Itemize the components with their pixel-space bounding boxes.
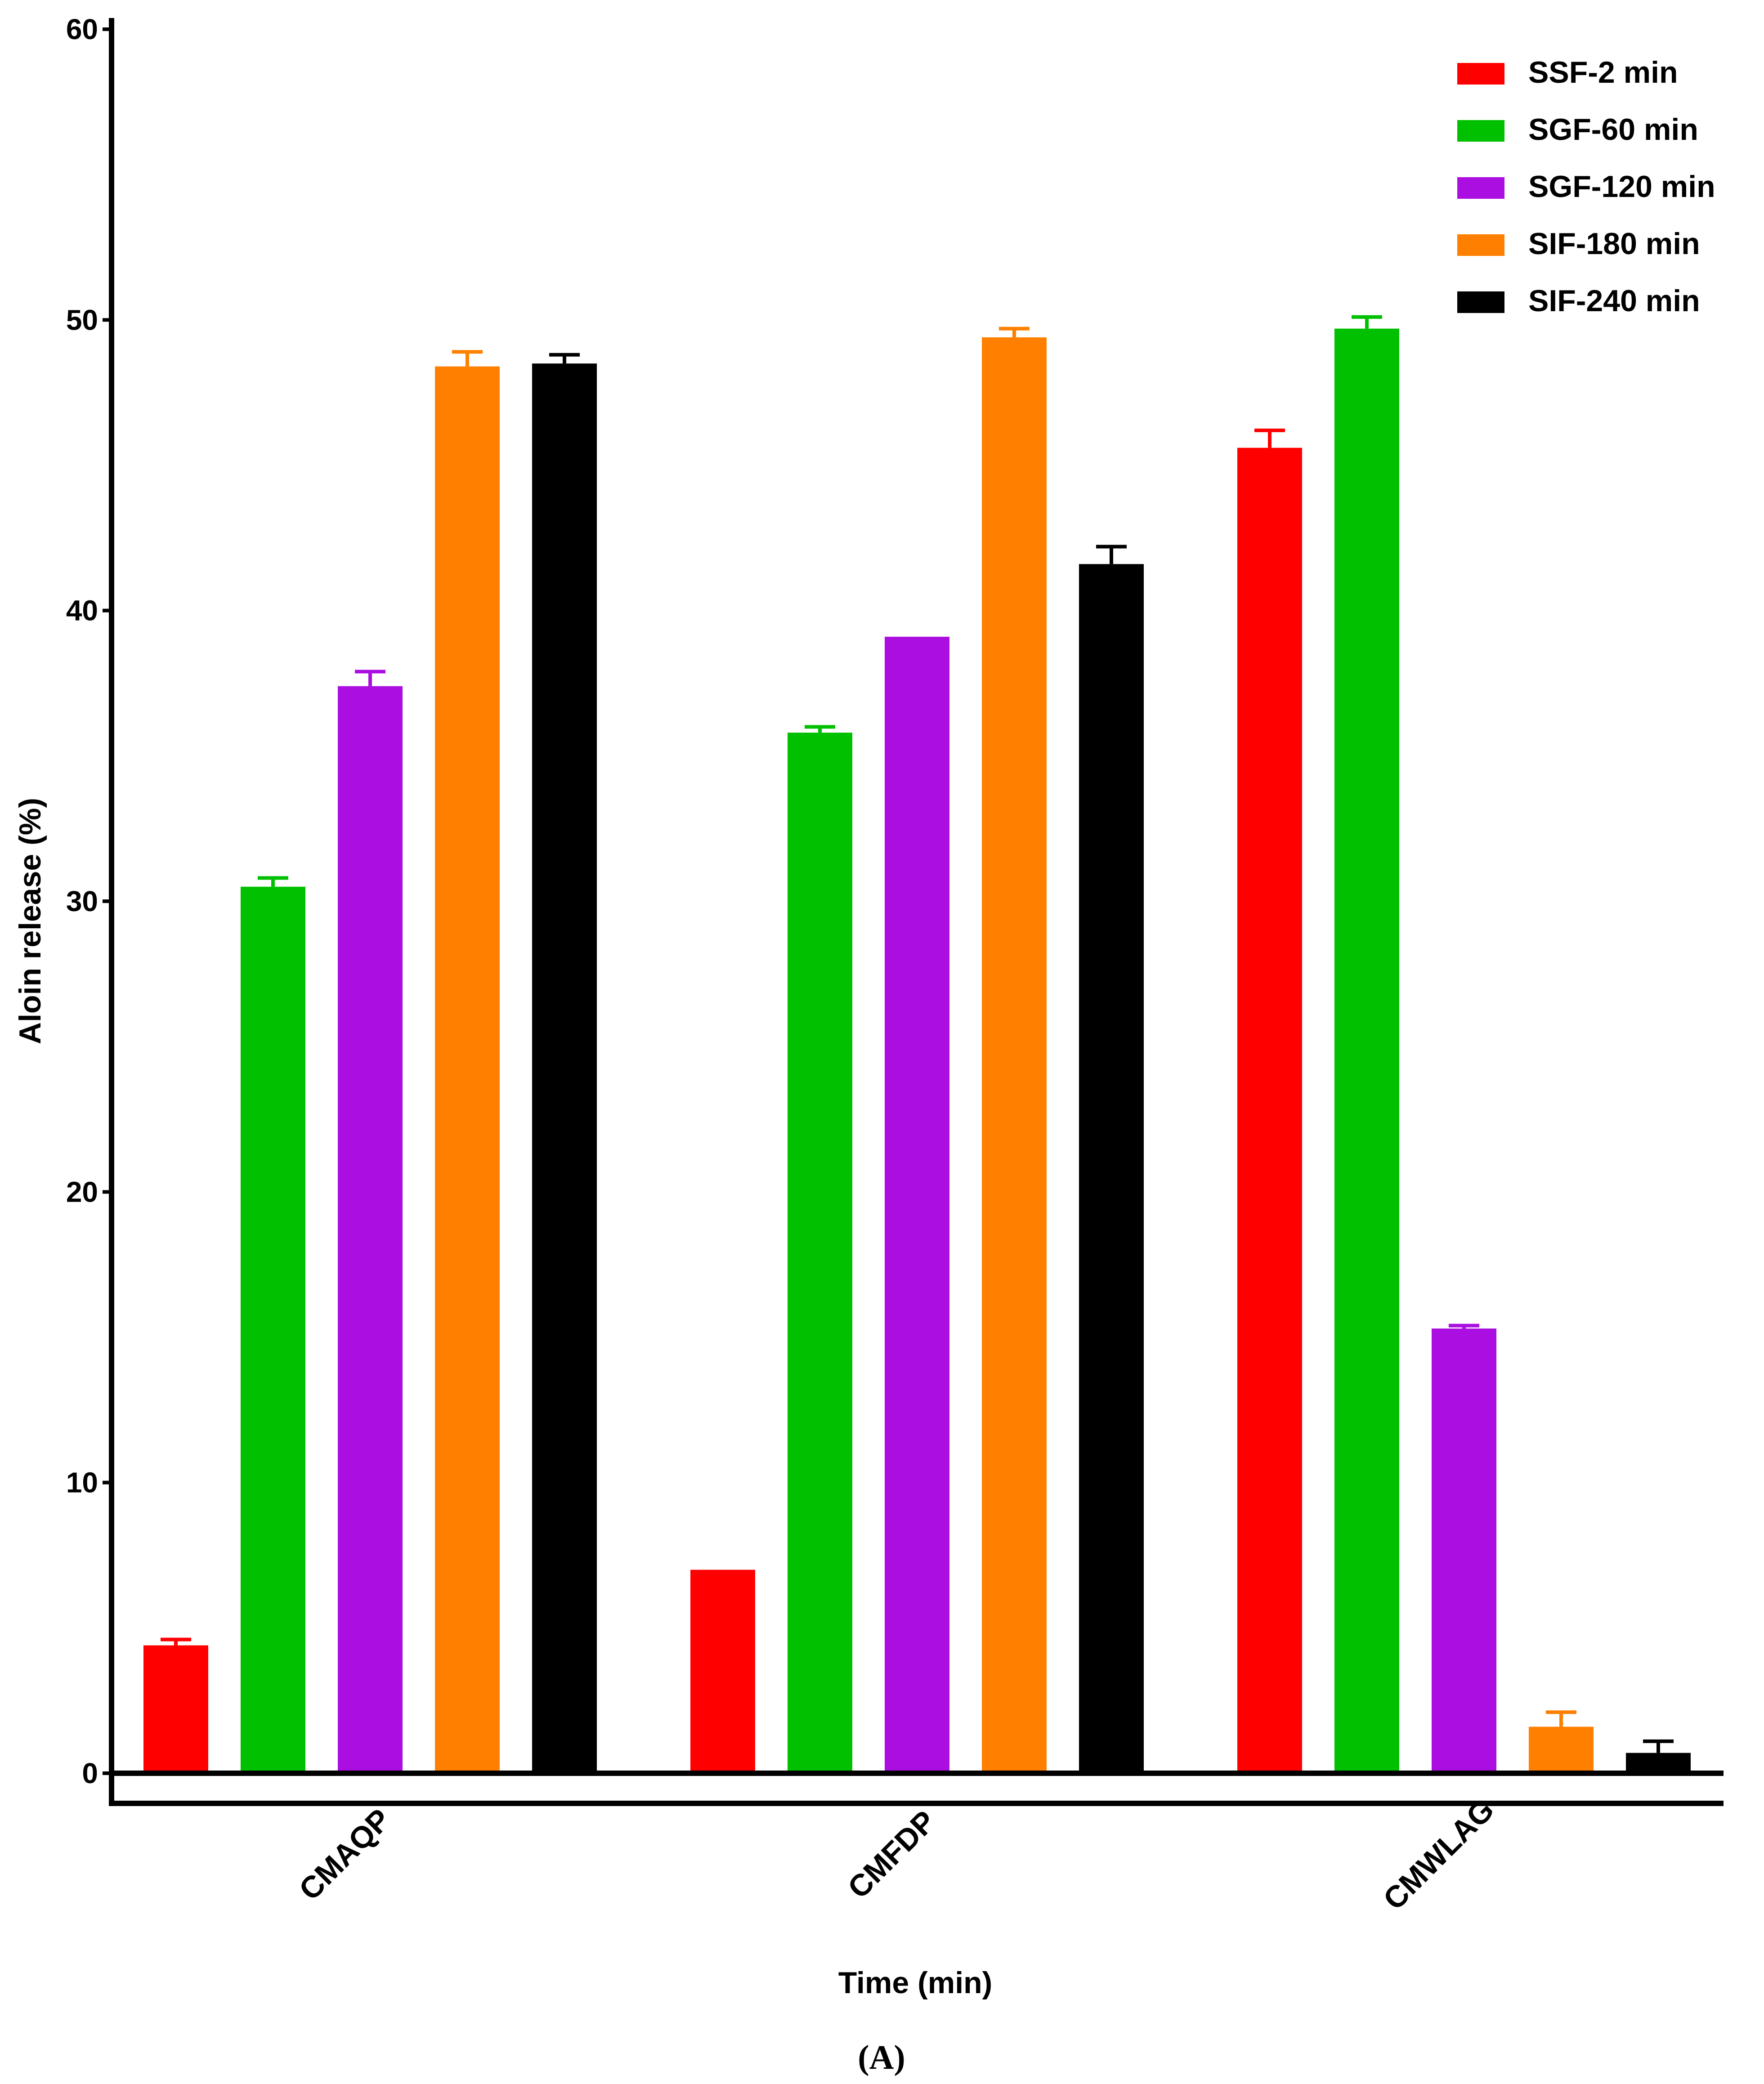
- bar-cmwlag-sif-240min: [1626, 1753, 1691, 1773]
- legend-item: SGF-60 min: [1457, 112, 1698, 147]
- axes-group: [109, 18, 1724, 1806]
- y-ticks-group: 0 10 20 30 40 50 60: [66, 13, 112, 1789]
- bar-cmaqp-sif-240min: [532, 363, 597, 1774]
- legend-label: SIF-240 min: [1528, 284, 1700, 318]
- category-labels-group: CMAQP CMFDP CMWLAG: [292, 1793, 1500, 1916]
- legend: SSF-2 min SGF-60 min SGF-120 min SIF-180 mi…: [1457, 55, 1715, 318]
- bar-cmaqp-sif-180min: [435, 366, 500, 1774]
- y-tick-label: 30: [66, 885, 98, 917]
- legend-label: SSF-2 min: [1528, 55, 1678, 89]
- legend-label: SGF-120 min: [1528, 170, 1715, 204]
- bar-cmfdp-sgf-60min: [788, 733, 852, 1773]
- bar-cmfdp-sif-180min: [982, 337, 1047, 1774]
- y-tick-label: 10: [66, 1467, 98, 1499]
- legend-label: SGF-60 min: [1528, 112, 1698, 147]
- y-tick-label: 20: [66, 1176, 98, 1208]
- legend-swatch: [1457, 177, 1504, 199]
- bar-cmwlag-sgf-60min: [1334, 328, 1399, 1773]
- x-category-label: CMFDP: [841, 1804, 942, 1905]
- y-tick-label: 50: [66, 304, 98, 336]
- y-tick-label: 0: [82, 1757, 98, 1789]
- legend-swatch: [1457, 291, 1504, 313]
- y-tick-label: 60: [66, 13, 98, 45]
- bar-cmfdp-ssf-2min: [690, 1570, 755, 1773]
- bar-cmaqp-sgf-120min: [338, 686, 403, 1773]
- y-axis-title: Aloin release (%): [13, 798, 47, 1044]
- bars-group: [143, 315, 1691, 1774]
- x-category-label: CMAQP: [292, 1802, 397, 1907]
- legend-label: SIF-180 min: [1528, 227, 1700, 261]
- bar-cmfdp-sgf-120min: [885, 636, 949, 1773]
- legend-item: SIF-240 min: [1457, 284, 1700, 318]
- bar-cmfdp-sif-240min: [1079, 564, 1144, 1773]
- legend-item: SGF-120 min: [1457, 170, 1715, 204]
- legend-swatch: [1457, 234, 1504, 256]
- figure-caption: (A): [858, 2039, 905, 2076]
- legend-item: SIF-180 min: [1457, 227, 1700, 261]
- bar-cmwlag-ssf-2min: [1237, 447, 1302, 1773]
- bar-cmaqp-sgf-60min: [241, 886, 305, 1773]
- bar-cmaqp-ssf-2min: [143, 1645, 208, 1773]
- bar-cmwlag-sgf-120min: [1432, 1328, 1496, 1773]
- x-category-label: CMWLAG: [1377, 1793, 1500, 1916]
- y-tick-label: 40: [66, 595, 98, 627]
- x-axis-title: Time (min): [838, 1966, 993, 2000]
- legend-item: SSF-2 min: [1457, 55, 1678, 89]
- legend-swatch: [1457, 63, 1504, 85]
- legend-swatch: [1457, 120, 1504, 142]
- bar-cmwlag-sif-180min: [1529, 1726, 1594, 1773]
